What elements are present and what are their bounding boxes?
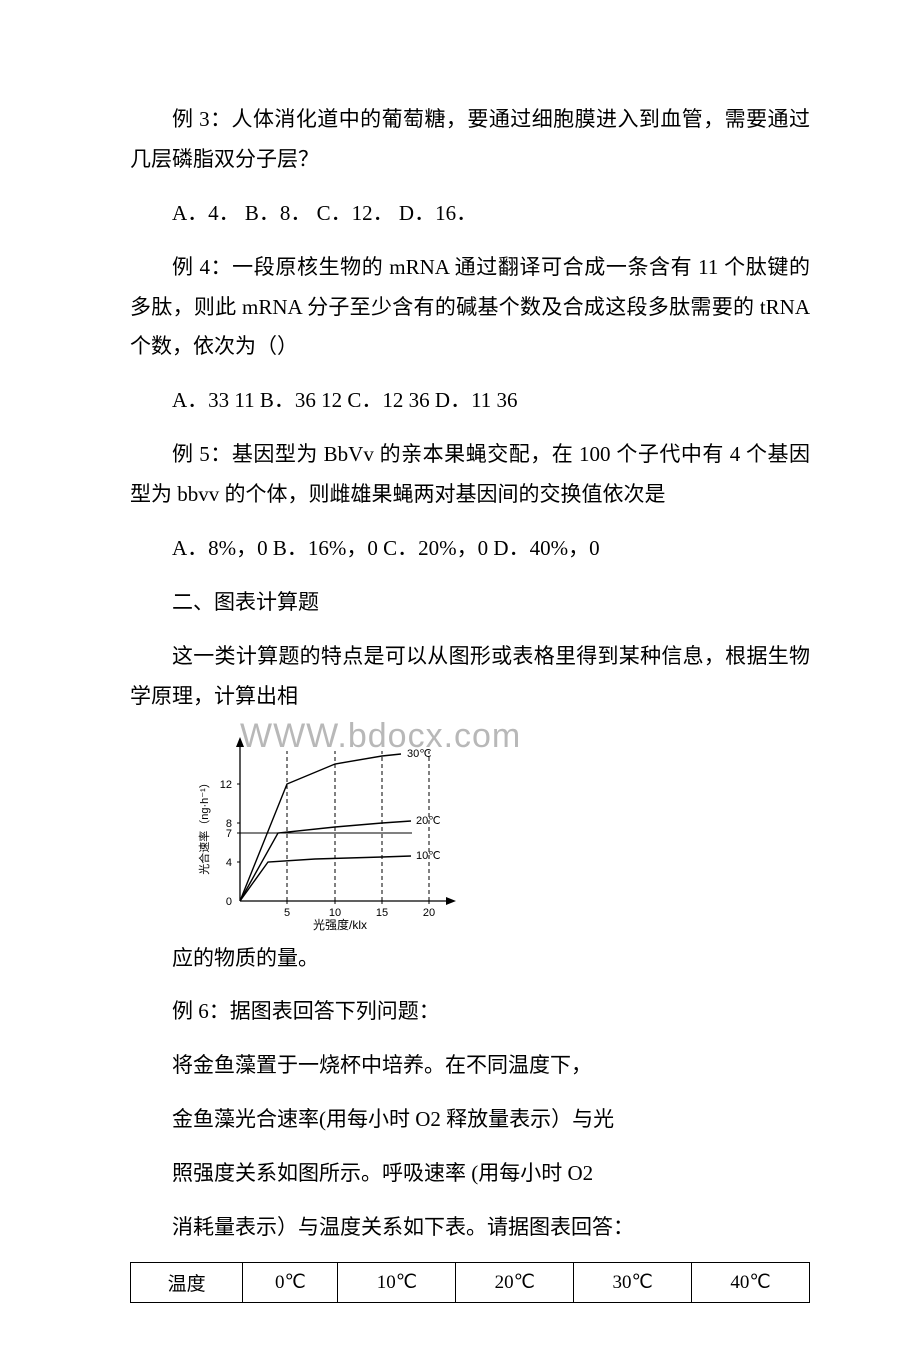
svg-text:20℃: 20℃ [416,815,441,827]
svg-text:4: 4 [226,857,232,869]
svg-text:5: 5 [284,907,290,919]
example-5-question: 例 5：基因型为 BbVv 的亲本果蝇交配，在 100 个子代中有 4 个基因型… [130,435,810,515]
example-6-line4: 消耗量表示）与温度关系如下表。请据图表回答： [130,1208,810,1248]
photosynthesis-chart: 4 7 8 12 0 5 10 15 20 3 [190,731,470,931]
svg-text:光合速率（ng·h⁻¹）: 光合速率（ng·h⁻¹） [197,777,211,875]
section-2-heading: 二、图表计算题 [130,583,810,623]
chart-container: WWW.bdocx.com 4 7 8 12 0 5 10 15 [190,731,470,931]
example-4-options: A．33 11 B．36 12 C．12 36 D．11 36 [130,381,810,421]
example-3-options: A．4． B．8． C．12． D．16． [130,194,810,234]
example-4-question: 例 4：一段原核生物的 mRNA 通过翻译可合成一条含有 11 个肽键的多肽，则… [130,248,810,368]
table-cell: 30℃ [574,1262,692,1302]
svg-text:20: 20 [423,907,435,919]
example-6-line3: 照强度关系如图所示。呼吸速率 (用每小时 O2 [130,1154,810,1194]
svg-text:12: 12 [220,779,232,791]
table-cell: 40℃ [692,1262,810,1302]
table-cell: 0℃ [243,1262,338,1302]
example-6-heading: 例 6：据图表回答下列问题： [130,992,810,1032]
example-5-options: A．8%，0 B．16%，0 C．20%，0 D．40%，0 [130,529,810,569]
respiration-table: 温度 0℃ 10℃ 20℃ 30℃ 40℃ [130,1262,810,1303]
svg-text:30℃: 30℃ [407,748,432,760]
intro-continued: 应的物质的量。 [130,939,810,979]
example-3-question: 例 3：人体消化道中的葡萄糖，要通过细胞膜进入到血管，需要通过几层磷脂双分子层？ [130,100,810,180]
table-cell: 20℃ [456,1262,574,1302]
svg-text:15: 15 [376,907,388,919]
document-page: 例 3：人体消化道中的葡萄糖，要通过细胞膜进入到血管，需要通过几层磷脂双分子层？… [0,0,920,1363]
example-6-line1: 将金鱼藻置于一烧杯中培养。在不同温度下， [130,1046,810,1086]
example-6-line2: 金鱼藻光合速率(用每小时 O2 释放量表示）与光 [130,1100,810,1140]
table-cell-header: 温度 [131,1262,243,1302]
section-2-intro: 这一类计算题的特点是可以从图形或表格里得到某种信息，根据生物学原理，计算出相 [130,637,810,717]
table-cell: 10℃ [338,1262,456,1302]
svg-text:8: 8 [226,818,232,830]
svg-text:10℃: 10℃ [416,850,441,862]
table-row: 温度 0℃ 10℃ 20℃ 30℃ 40℃ [131,1262,810,1302]
svg-text:光强度/klx: 光强度/klx [313,917,367,931]
svg-text:0: 0 [226,896,232,908]
